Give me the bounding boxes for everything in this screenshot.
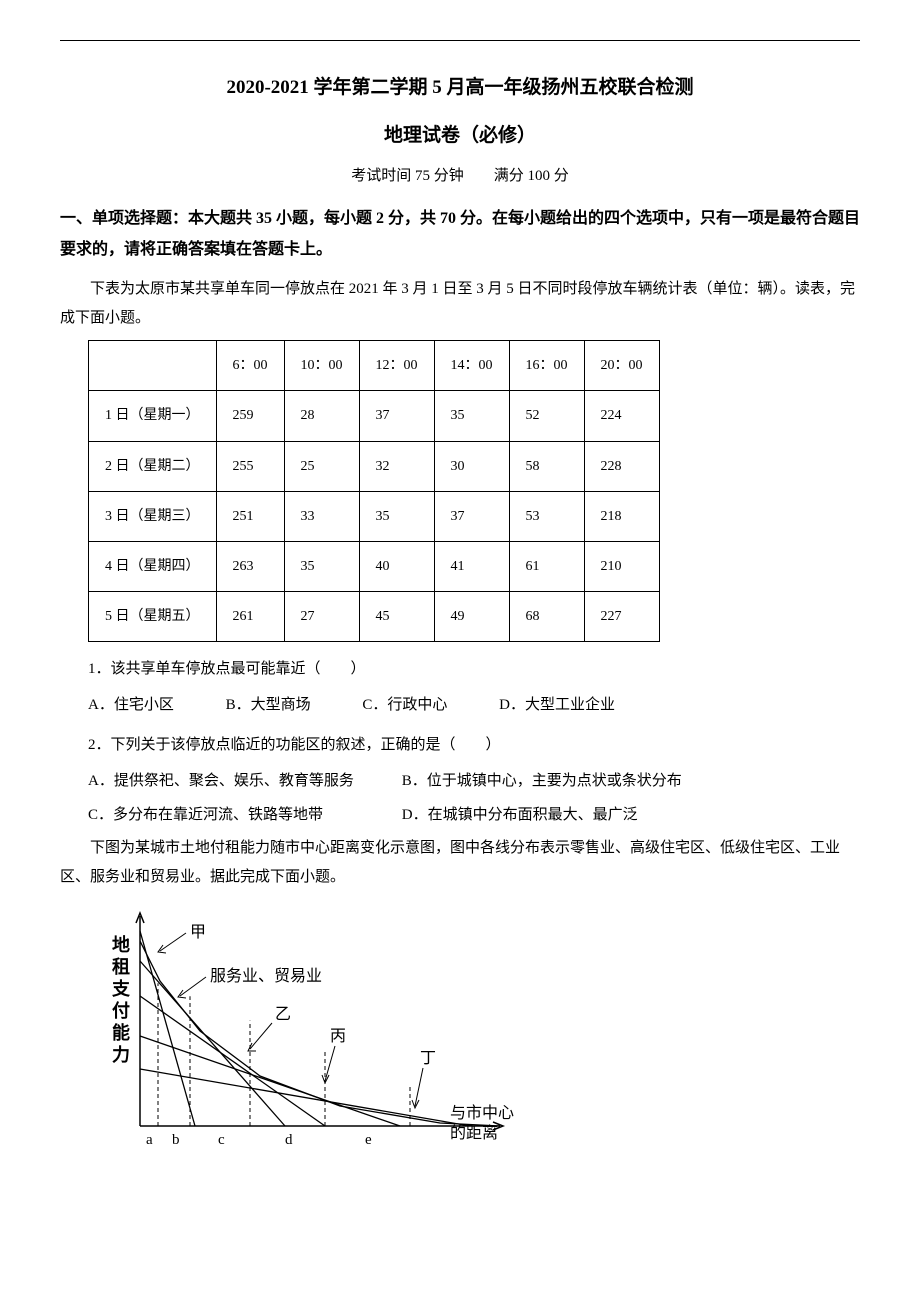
table-row: 5 日（星期五） 261 27 45 49 68 227 <box>89 592 660 642</box>
table-cell: 227 <box>584 592 659 642</box>
option-a: A．住宅小区 <box>88 690 174 720</box>
svg-text:e: e <box>365 1132 372 1148</box>
table-cell: 35 <box>434 391 509 441</box>
section-1-header: 一、单项选择题：本大题共 35 小题，每小题 2 分，共 70 分。在每小题给出… <box>60 204 860 265</box>
table-cell: 40 <box>359 541 434 591</box>
option-d: D．在城镇中分布面积最大、最广泛 <box>402 800 712 830</box>
table-cell: 28 <box>284 391 359 441</box>
table-cell: 12：00 <box>359 341 434 391</box>
svg-text:丙: 丙 <box>330 1028 346 1045</box>
option-a: A．提供祭祀、聚会、娱乐、教育等服务 <box>88 766 398 796</box>
table-cell: 251 <box>216 491 284 541</box>
table-cell: 35 <box>359 491 434 541</box>
svg-text:d: d <box>285 1132 293 1148</box>
table-cell: 261 <box>216 592 284 642</box>
table-row: 2 日（星期二） 255 25 32 30 58 228 <box>89 441 660 491</box>
table-cell: 259 <box>216 391 284 441</box>
table-cell: 255 <box>216 441 284 491</box>
table-cell: 52 <box>509 391 584 441</box>
svg-text:b: b <box>172 1132 180 1148</box>
question-2-options-row2: C．多分布在靠近河流、铁路等地带 D．在城镇中分布面积最大、最广泛 <box>88 800 860 830</box>
option-c: C．多分布在靠近河流、铁路等地带 <box>88 800 398 830</box>
table-cell: 263 <box>216 541 284 591</box>
svg-text:地: 地 <box>112 934 130 955</box>
table-cell: 14：00 <box>434 341 509 391</box>
svg-text:丁: 丁 <box>420 1050 436 1067</box>
passage-1-intro: 下表为太原市某共享单车同一停放点在 2021 年 3 月 1 日至 3 月 5 … <box>60 275 860 332</box>
table-cell: 53 <box>509 491 584 541</box>
top-horizontal-rule <box>60 40 860 41</box>
svg-text:a: a <box>146 1132 153 1148</box>
table-cell: 218 <box>584 491 659 541</box>
table-cell: 16：00 <box>509 341 584 391</box>
rent-curve-svg: a b c d e 地租支付能力与市中心的距离 甲服务业、贸易业乙丙丁 <box>100 901 520 1161</box>
table-cell: 3 日（星期三） <box>89 491 217 541</box>
question-2-options-row1: A．提供祭祀、聚会、娱乐、教育等服务 B．位于城镇中心，主要为点状或条状分布 <box>88 766 860 796</box>
table-cell: 37 <box>434 491 509 541</box>
svg-text:甲: 甲 <box>190 924 206 941</box>
passage-2-intro: 下图为某城市土地付租能力随市中心距离变化示意图，图中各线分布表示零售业、高级住宅… <box>60 834 860 891</box>
option-c: C．行政中心 <box>362 690 447 720</box>
svg-text:的距离: 的距离 <box>450 1124 498 1142</box>
table-cell: 33 <box>284 491 359 541</box>
svg-text:租: 租 <box>112 956 130 977</box>
svg-text:c: c <box>218 1132 225 1148</box>
table-cell: 210 <box>584 541 659 591</box>
svg-text:乙: 乙 <box>275 1006 291 1023</box>
table-cell: 25 <box>284 441 359 491</box>
bike-data-table: 6：00 10：00 12：00 14：00 16：00 20：00 1 日（星… <box>88 340 660 642</box>
table-cell: 37 <box>359 391 434 441</box>
svg-text:力: 力 <box>112 1045 130 1065</box>
rent-curve-chart: a b c d e 地租支付能力与市中心的距离 甲服务业、贸易业乙丙丁 <box>100 901 860 1171</box>
table-cell: 61 <box>509 541 584 591</box>
table-cell <box>89 341 217 391</box>
table-cell: 32 <box>359 441 434 491</box>
table-row: 3 日（星期三） 251 33 35 37 53 218 <box>89 491 660 541</box>
svg-text:付: 付 <box>112 1000 130 1021</box>
table-cell: 2 日（星期二） <box>89 441 217 491</box>
table-row: 1 日（星期一） 259 28 37 35 52 224 <box>89 391 660 441</box>
table-cell: 30 <box>434 441 509 491</box>
question-1-options: A．住宅小区 B．大型商场 C．行政中心 D．大型工业企业 <box>88 690 860 720</box>
table-row: 6：00 10：00 12：00 14：00 16：00 20：00 <box>89 341 660 391</box>
table-cell: 5 日（星期五） <box>89 592 217 642</box>
svg-text:能: 能 <box>112 1022 130 1043</box>
table-cell: 49 <box>434 592 509 642</box>
table-cell: 228 <box>584 441 659 491</box>
table-cell: 224 <box>584 391 659 441</box>
table-cell: 27 <box>284 592 359 642</box>
option-b: B．大型商场 <box>226 690 311 720</box>
question-1-stem: 1．该共享单车停放点最可能靠近（ ） <box>88 654 860 684</box>
question-2-stem: 2．下列关于该停放点临近的功能区的叙述，正确的是（ ） <box>88 730 860 760</box>
table-cell: 58 <box>509 441 584 491</box>
table-cell: 41 <box>434 541 509 591</box>
table-cell: 35 <box>284 541 359 591</box>
exam-info: 考试时间 75 分钟 满分 100 分 <box>60 163 860 190</box>
table-cell: 10：00 <box>284 341 359 391</box>
main-title: 2020-2021 学年第二学期 5 月高一年级扬州五校联合检测 <box>60 71 860 105</box>
table-cell: 20：00 <box>584 341 659 391</box>
table-cell: 45 <box>359 592 434 642</box>
table-row: 4 日（星期四） 263 35 40 41 61 210 <box>89 541 660 591</box>
table-cell: 1 日（星期一） <box>89 391 217 441</box>
svg-text:支: 支 <box>111 978 131 999</box>
table-cell: 68 <box>509 592 584 642</box>
table-cell: 4 日（星期四） <box>89 541 217 591</box>
table-cell: 6：00 <box>216 341 284 391</box>
svg-text:服务业、贸易业: 服务业、贸易业 <box>210 967 322 985</box>
sub-title: 地理试卷（必修） <box>60 119 860 153</box>
svg-text:与市中心: 与市中心 <box>450 1104 514 1122</box>
option-d: D．大型工业企业 <box>499 690 615 720</box>
option-b: B．位于城镇中心，主要为点状或条状分布 <box>402 766 712 796</box>
